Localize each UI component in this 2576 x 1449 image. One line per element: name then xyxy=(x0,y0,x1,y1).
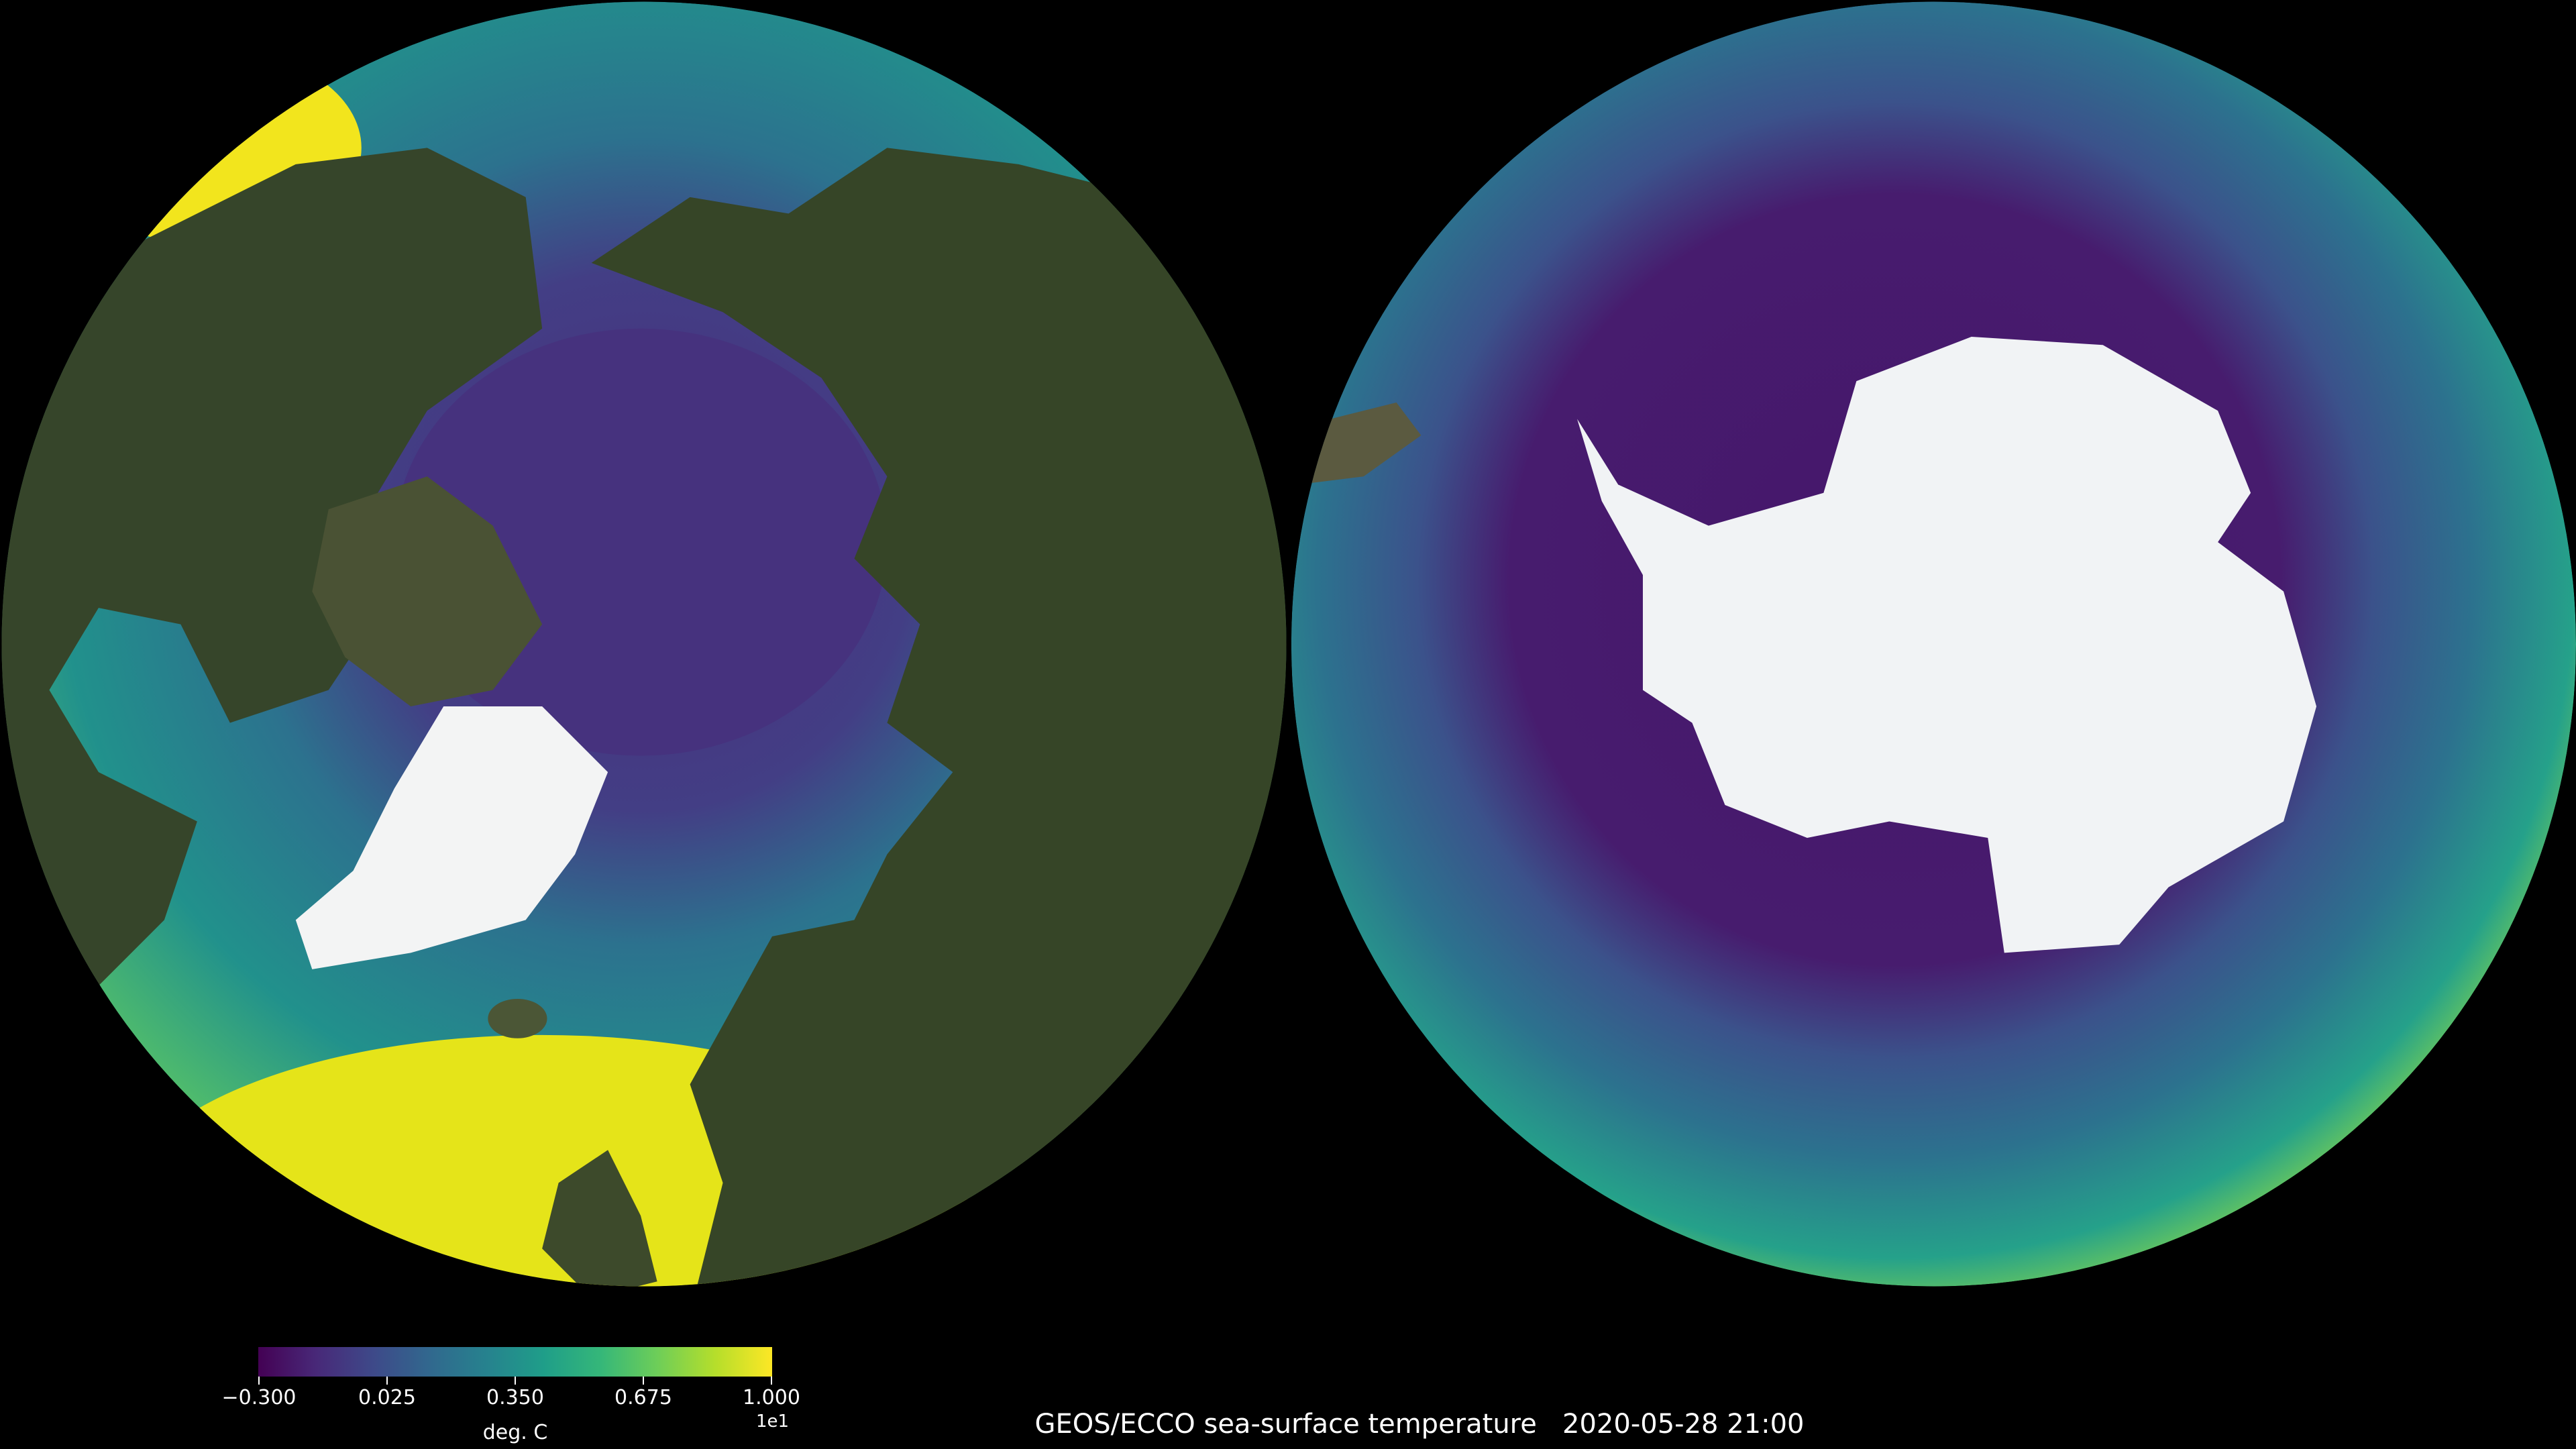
british-isles xyxy=(542,1150,657,1287)
greenland-ice xyxy=(295,706,608,969)
antarctica-ice xyxy=(1577,337,2317,953)
north-pole-map xyxy=(1,1,1287,1287)
colorbar-tick xyxy=(771,1377,772,1385)
colorbar-tick-label: 1.000 xyxy=(743,1386,800,1409)
north-america-land xyxy=(1,148,543,1002)
colorbar-tick xyxy=(258,1377,260,1385)
colorbar-tick-label: 0.025 xyxy=(358,1386,416,1409)
iceland xyxy=(488,998,547,1038)
figure-title: GEOS/ECCO sea-surface temperature 2020-0… xyxy=(1035,1409,1805,1440)
eurasia-land xyxy=(591,148,1287,1287)
colorbar-label: deg. C xyxy=(482,1421,548,1444)
colorbar-tick-label: −0.300 xyxy=(221,1386,297,1409)
colorbar-tick xyxy=(386,1377,388,1385)
south-pole-map xyxy=(1291,1,2576,1287)
title-text: GEOS/ECCO sea-surface temperature xyxy=(1034,1409,1537,1440)
canadian-archipelago xyxy=(312,476,543,707)
colorbar-tick xyxy=(643,1377,644,1385)
colorbar-tick-label: 0.675 xyxy=(614,1386,672,1409)
timestamp: 2020-05-28 21:00 xyxy=(1562,1409,1805,1440)
colorbar-exponent: 1e1 xyxy=(756,1411,790,1432)
colorbar-tick-label: 0.350 xyxy=(486,1386,544,1409)
colorbar-tick xyxy=(515,1377,516,1385)
colorbar xyxy=(258,1347,772,1377)
